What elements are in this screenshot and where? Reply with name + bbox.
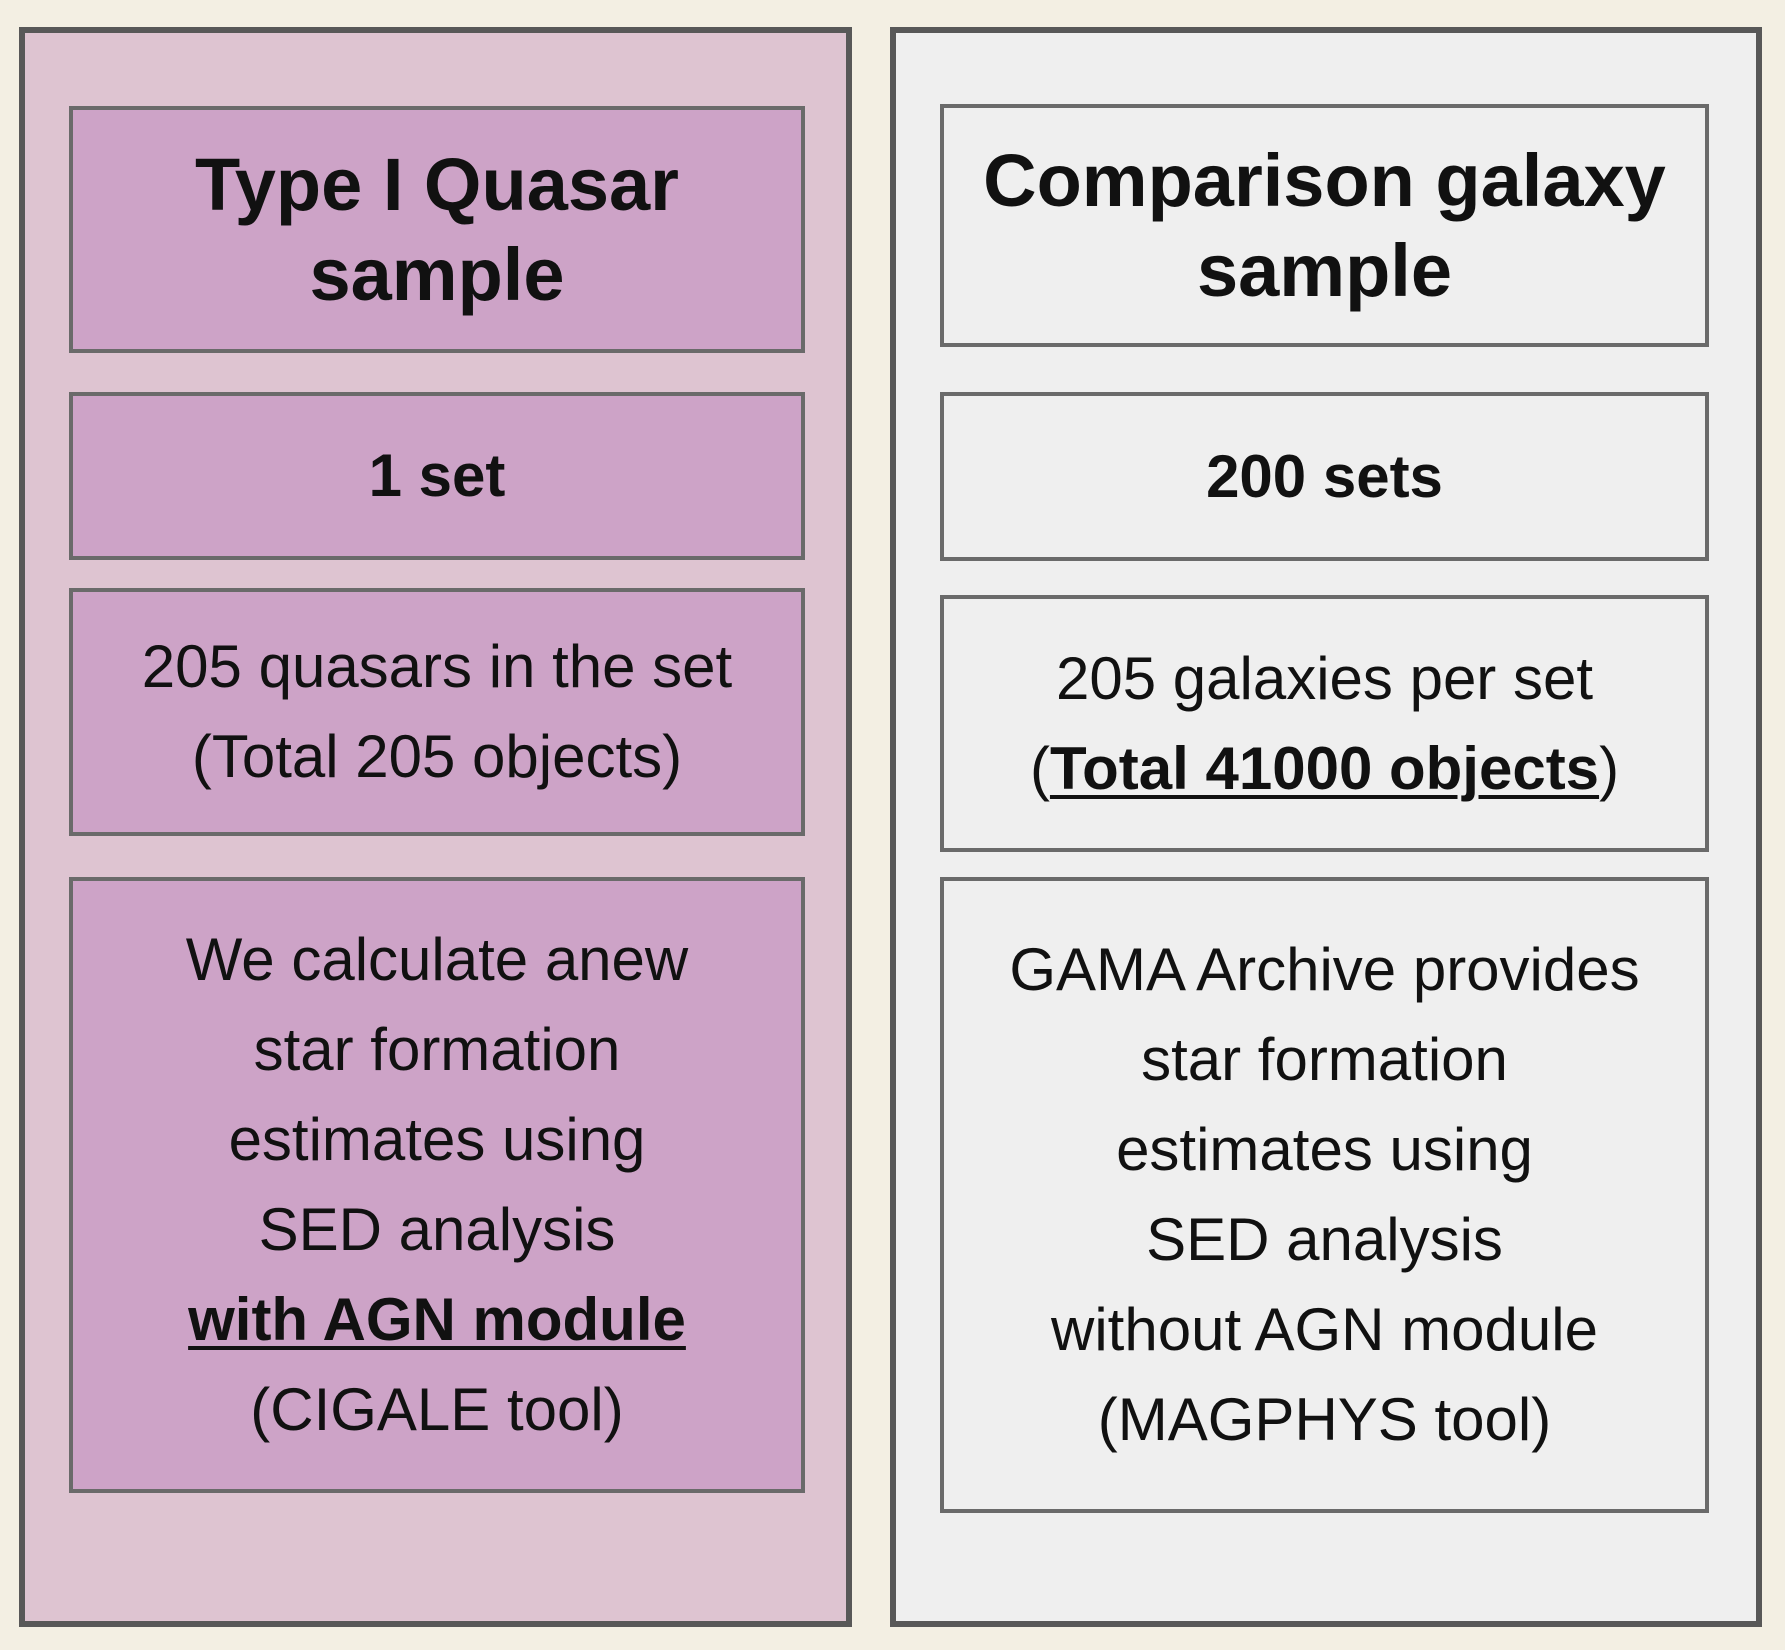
galaxy-objects-line-1: 205 galaxies per set	[1055, 644, 1593, 712]
quasar-method-module: with AGN module	[188, 1286, 686, 1353]
galaxy-sets-box: 200 sets	[940, 392, 1709, 561]
galaxy-objects-box: 205 galaxies per set (Total 41000 object…	[940, 595, 1709, 852]
quasar-sample-panel: Type I Quasar sample 1 set 205 quasars i…	[19, 27, 852, 1627]
galaxy-method-module: without AGN module	[1051, 1296, 1598, 1363]
galaxy-method-tool: (MAGPHYS tool)	[1097, 1386, 1552, 1453]
galaxy-heading-line-2: sample	[1196, 228, 1453, 312]
quasar-heading-line-1: Type I Quasar	[195, 142, 679, 226]
quasar-method-tool: (CIGALE tool)	[250, 1376, 624, 1443]
quasar-method-line-4: SED analysis	[258, 1196, 616, 1263]
quasar-sets-box: 1 set	[69, 392, 805, 560]
galaxy-method-line-1: GAMA Archive provides	[1009, 936, 1640, 1003]
galaxy-method-line-3: estimates using	[1116, 1116, 1533, 1183]
galaxy-objects-close-paren: )	[1599, 734, 1620, 802]
quasar-objects-line-1: 205 quasars in the set	[141, 633, 733, 700]
galaxy-method-line-2: star formation	[1141, 1026, 1508, 1093]
quasar-objects-box: 205 quasars in the set (Total 205 object…	[69, 588, 805, 836]
galaxy-heading-line-1: Comparison galaxy	[983, 138, 1666, 222]
quasar-method-box: We calculate anew star formation estimat…	[69, 877, 805, 1493]
quasar-objects-line-2: (Total 205 objects)	[191, 723, 683, 790]
galaxy-objects-line-2: (Total 41000 objects)	[1030, 724, 1619, 814]
galaxy-method-box: GAMA Archive provides star formation est…	[940, 877, 1709, 1513]
galaxy-sets-count: 200 sets	[1206, 442, 1443, 510]
quasar-method-line-1: We calculate anew	[185, 926, 689, 993]
galaxy-sample-panel: Comparison galaxy sample 200 sets 205 ga…	[890, 27, 1762, 1627]
quasar-heading-line-2: sample	[309, 232, 565, 316]
galaxy-heading-box: Comparison galaxy sample	[940, 104, 1709, 347]
galaxy-method-line-4: SED analysis	[1146, 1206, 1503, 1273]
quasar-method-line-2: star formation	[253, 1016, 621, 1083]
quasar-sets-count: 1 set	[368, 442, 506, 509]
quasar-heading-box: Type I Quasar sample	[69, 106, 805, 353]
galaxy-objects-open-paren: (	[1029, 734, 1050, 802]
quasar-method-line-3: estimates using	[228, 1106, 646, 1173]
galaxy-objects-total: Total 41000 objects	[1049, 734, 1600, 802]
